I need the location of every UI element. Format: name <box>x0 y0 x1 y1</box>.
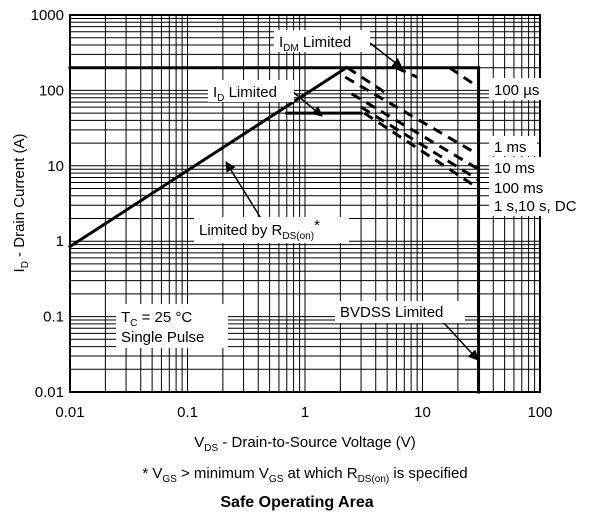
x-axis-label: VDS - Drain-to-Source Voltage (V) <box>194 434 416 454</box>
annotation-arrow-3 <box>442 321 479 361</box>
footnote: * VGS > minimum VGS at which RDS(on) is … <box>142 465 467 485</box>
curve-label-1ms: 1 ms <box>494 139 527 156</box>
svg-text:BVDSS Limited: BVDSS Limited <box>340 304 443 321</box>
x-tick-label: 10 <box>414 404 431 421</box>
y-tick-label: 1 <box>56 233 64 250</box>
pulse-curve-5 <box>360 105 480 182</box>
curve-label-10ms: 10 ms <box>494 160 535 177</box>
pulse-curve-3 <box>344 75 480 157</box>
y-axis-label: ID - Drain Current (A) <box>11 134 31 273</box>
curve-labels: 100 µs 1 ms 10 ms 100 ms 1 s,10 s, DC <box>489 78 589 216</box>
y-tick-label: 0.01 <box>35 384 64 401</box>
pulse-curve-2 <box>448 66 480 89</box>
pulse-curve-0 <box>346 66 388 96</box>
y-tick-label: 1000 <box>31 7 64 24</box>
conditions-label: TC = 25 °C Single Pulse <box>116 304 228 348</box>
curve-label-100us: 100 µs <box>494 82 539 99</box>
annotation-arrows <box>225 42 479 361</box>
annotation-idm-limited: IDM Limited <box>274 30 370 54</box>
y-tick-label: 100 <box>39 82 64 99</box>
chart-title: Safe Operating Area <box>220 494 373 511</box>
annotation-arrow-1 <box>291 90 323 117</box>
x-tick-labels: 0.01 0.1 1 10 100 <box>55 404 552 421</box>
pulse-curve-1 <box>395 66 418 79</box>
curve-label-dc: 1 s,10 s, DC <box>494 198 577 215</box>
y-tick-labels: 0.01 0.1 1 10 100 1000 <box>31 7 64 401</box>
annotation-arrow-2 <box>225 161 263 221</box>
svg-text:IDM Limited: IDM Limited <box>279 34 351 54</box>
pulse-curve-4 <box>350 92 480 171</box>
annotation-id-limited: ID Limited <box>208 80 294 104</box>
y-tick-label: 10 <box>47 158 64 175</box>
svg-text:Single Pulse: Single Pulse <box>121 329 204 346</box>
pulse-curve-6 <box>363 111 480 190</box>
y-tick-label: 0.1 <box>43 309 64 326</box>
curve-label-100ms: 100 ms <box>494 180 543 197</box>
annotation-rds-limited: Limited by RDS(on)* <box>194 217 349 243</box>
svg-text:ID Limited: ID Limited <box>213 84 277 104</box>
svg-text:Limited by RDS(on)*: Limited by RDS(on)* <box>199 217 320 242</box>
annotation-bvdss-limited: BVDSS Limited <box>335 301 465 323</box>
x-tick-label: 0.01 <box>55 404 84 421</box>
x-tick-label: 100 <box>527 404 552 421</box>
svg-text:TC = 25 °C: TC = 25 °C <box>121 309 192 329</box>
x-tick-label: 0.1 <box>177 404 198 421</box>
pulse-curves <box>344 66 480 190</box>
annotation-arrow-0 <box>369 42 403 69</box>
x-tick-label: 1 <box>301 404 309 421</box>
